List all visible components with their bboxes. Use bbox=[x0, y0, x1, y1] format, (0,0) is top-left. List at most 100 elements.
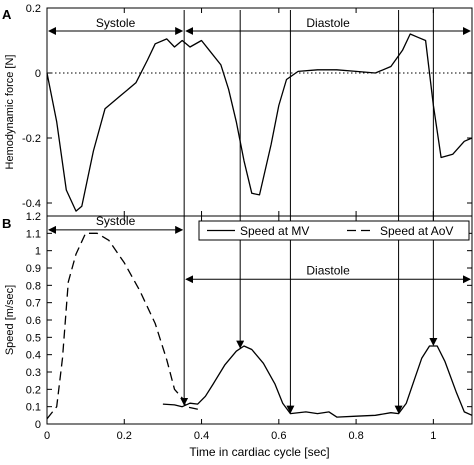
panel-b-data-point bbox=[464, 411, 465, 412]
panel-a-data-point bbox=[336, 69, 337, 70]
panel-b-phase-label: Systole bbox=[96, 214, 136, 228]
speed-aov-line bbox=[46, 232, 202, 420]
panel-a-data-point bbox=[278, 105, 279, 106]
panel-a-series-line bbox=[46, 33, 473, 212]
panel-b-data-point bbox=[124, 262, 125, 263]
panel-b-data-point bbox=[174, 404, 175, 405]
panel-a-ytick-label: -0.2 bbox=[22, 133, 41, 145]
panel-b-ytick-label: 0.8 bbox=[26, 280, 41, 292]
panel-a-data-point bbox=[104, 108, 105, 109]
panel-a-ytick-label: 0.2 bbox=[26, 3, 41, 15]
panel-b-data-point bbox=[290, 413, 291, 414]
panel-a-phase-label: Diastole bbox=[306, 16, 350, 30]
panel-b-data-point bbox=[456, 392, 457, 393]
panel-a-data-point bbox=[220, 64, 221, 65]
panel-a-data-point bbox=[440, 157, 441, 158]
panel-a-data-point bbox=[46, 72, 47, 73]
panel-b-data-point bbox=[444, 361, 445, 362]
panel-b-data-point bbox=[197, 403, 198, 404]
panel-a-data-point bbox=[402, 50, 403, 51]
panel-a-data-point bbox=[166, 38, 167, 39]
panel-a-data-point bbox=[93, 150, 94, 151]
panel-a-data-point bbox=[135, 82, 136, 83]
panel-b-data-point bbox=[139, 290, 140, 291]
panel-a-data-point bbox=[317, 69, 318, 70]
panel-b-data-point bbox=[375, 415, 376, 416]
panel-a-data-point bbox=[243, 160, 244, 161]
panel-b-data-point bbox=[336, 416, 337, 417]
panel-b-xtick-label: 0.6 bbox=[271, 430, 286, 442]
panel-b-data-point bbox=[75, 254, 76, 255]
panel-b-data-point bbox=[274, 384, 275, 385]
panel-b-data-point bbox=[282, 403, 283, 404]
panel-b-data-point bbox=[97, 233, 98, 234]
panel-b-data-point bbox=[201, 410, 202, 411]
panel-b-data-point bbox=[162, 403, 163, 404]
panel-a-data-point bbox=[209, 50, 210, 51]
panel-b-xtick-label: 0.4 bbox=[194, 430, 209, 442]
speed-mv-line bbox=[162, 345, 473, 418]
panel-a-data-point bbox=[182, 40, 183, 41]
panel-a-data-point bbox=[75, 211, 76, 212]
panel-b: 0 0.1 0.2 0.3 0.4 0.5 0.6 0.7 0.8 0.9 1 1.1 1.2 0 0.2 0… bbox=[2, 211, 473, 459]
panel-b-data-point bbox=[166, 359, 167, 360]
panel-b-xtick-label: 0 bbox=[44, 430, 50, 442]
panel-a-data-point bbox=[375, 72, 376, 73]
panel-a-ytick-label: 0 bbox=[35, 68, 41, 80]
panel-b-ytick-label: 0.3 bbox=[26, 367, 41, 379]
panel-a: 0.2 0 -0.2 -0.4 Hemodynamic force [N] A Systol… bbox=[2, 3, 473, 217]
panel-b-data-point bbox=[243, 345, 244, 346]
panel-a-phase-label: Systole bbox=[96, 16, 136, 30]
panel-a-data-point bbox=[189, 46, 190, 47]
panel-b-data-point bbox=[251, 349, 252, 350]
panel-b-xtick-label: 1 bbox=[430, 430, 436, 442]
panel-a-data-point bbox=[236, 121, 237, 122]
panel-b-data-point bbox=[437, 345, 438, 346]
panel-a-data-point bbox=[433, 105, 434, 106]
panel-b-data-point bbox=[85, 233, 86, 234]
panel-b-ytick-label: 0.4 bbox=[26, 350, 41, 362]
panel-a-data-point bbox=[417, 37, 418, 38]
panel-a-data-point bbox=[81, 206, 82, 207]
panel-b-ytick-label: 1.1 bbox=[26, 228, 41, 240]
panel-b-ytick-label: 0.9 bbox=[26, 263, 41, 275]
panel-b-ytick-label: 0.6 bbox=[26, 315, 41, 327]
panel-a-y-axis-label: Hemodynamic force [N] bbox=[4, 55, 16, 170]
panel-b-data-point bbox=[189, 403, 190, 404]
panel-b-data-point bbox=[182, 406, 183, 407]
panel-b-data-point bbox=[68, 281, 69, 282]
panel-a-letter: A bbox=[2, 7, 12, 22]
panel-b-data-point bbox=[174, 389, 175, 390]
panel-b-data-point bbox=[185, 406, 186, 407]
panel-b-ytick-label: 1.2 bbox=[26, 211, 41, 223]
panel-a-data-point bbox=[147, 59, 148, 60]
panel-b-data-point bbox=[205, 396, 206, 397]
panel-b-data-point bbox=[317, 413, 318, 414]
panel-b-data-point bbox=[406, 403, 407, 404]
panel-a-data-point bbox=[155, 43, 156, 44]
panel-a-data-point bbox=[201, 40, 202, 41]
panel-b-frame bbox=[46, 215, 473, 425]
panel-b-data-point bbox=[263, 363, 264, 364]
panel-a-data-point bbox=[298, 71, 299, 72]
panel-a-data-point bbox=[56, 121, 57, 122]
panel-b-data-point bbox=[355, 416, 356, 417]
panel-b-ytick-label: 1 bbox=[35, 246, 41, 258]
panel-b-data-point bbox=[213, 384, 214, 385]
panel-a-data-point bbox=[471, 137, 472, 138]
panel-b-ytick-label: 0.2 bbox=[26, 384, 41, 396]
panel-b-data-point bbox=[62, 358, 63, 359]
panel-a-data-point bbox=[410, 33, 411, 34]
panel-b-ytick-label: 0.7 bbox=[26, 298, 41, 310]
legend-label-mv: Speed at MV bbox=[240, 224, 309, 238]
panel-a-data-point bbox=[259, 194, 260, 195]
panel-b-data-point bbox=[471, 415, 472, 416]
panel-b-data-point bbox=[155, 323, 156, 324]
panel-b-ytick-label: 0.1 bbox=[26, 402, 41, 414]
panel-b-ytick-label: 0.5 bbox=[26, 332, 41, 344]
panel-a-data-point bbox=[286, 79, 287, 80]
panel-a-ytick-label: -0.4 bbox=[22, 198, 41, 210]
panel-a-data-point bbox=[174, 46, 175, 47]
